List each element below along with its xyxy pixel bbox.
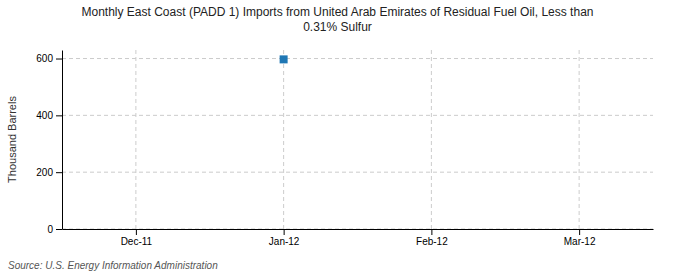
y-tick: 0	[47, 224, 62, 235]
y-axis-line	[62, 51, 63, 230]
x-axis: Dec-11 Jan-12 Feb-12 Mar-12	[63, 229, 654, 247]
chart-title-line: 0.31% Sulfur	[303, 20, 372, 34]
data-point	[280, 55, 288, 63]
x-tick: Mar-12	[564, 229, 596, 247]
y-tick-mark	[56, 172, 62, 173]
chart-title-line: Monthly East Coast (PADD 1) Imports from…	[82, 5, 594, 19]
y-tick-label: 400	[36, 110, 53, 121]
x-tick-label: Feb-12	[416, 236, 448, 247]
x-grid-line	[135, 50, 136, 229]
x-tick-label: Jan-12	[269, 236, 300, 247]
y-grid-line	[62, 172, 653, 173]
x-grid-line	[431, 50, 432, 229]
x-grid-line	[283, 50, 284, 229]
x-grid-line	[579, 50, 580, 229]
y-axis-title: Thousand Barrels	[6, 96, 18, 183]
x-tick-mark	[284, 229, 285, 235]
x-axis-line	[63, 229, 654, 230]
y-grid-line	[62, 58, 653, 59]
y-tick-label: 0	[47, 224, 53, 235]
y-tick-label: 600	[36, 53, 53, 64]
grid	[62, 50, 653, 229]
x-tick-label: Dec-11	[121, 236, 153, 247]
source-note: Source: U.S. Energy Information Administ…	[8, 260, 218, 271]
x-tick: Jan-12	[269, 229, 300, 247]
y-grid-line	[62, 115, 653, 116]
x-tick-label: Mar-12	[564, 236, 596, 247]
y-tick: 200	[36, 167, 62, 178]
x-tick: Dec-11	[121, 229, 153, 247]
y-grid-line	[62, 229, 653, 230]
y-tick-label: 200	[36, 167, 53, 178]
y-tick: 400	[36, 110, 62, 121]
chart: Dec-11 Jan-12 Feb-12 Mar-12 0 200 400 600 Thousa…	[0, 0, 675, 275]
x-tick-mark	[136, 229, 137, 235]
x-tick-mark	[579, 229, 580, 235]
x-tick-mark	[431, 229, 432, 235]
y-tick: 600	[36, 53, 62, 64]
x-tick: Feb-12	[416, 229, 448, 247]
y-tick-mark	[56, 115, 62, 116]
y-tick-mark	[56, 59, 62, 60]
y-axis: 0 200 400 600	[36, 51, 62, 235]
chart-title: Monthly East Coast (PADD 1) Imports from…	[82, 5, 594, 34]
plot-area	[280, 55, 288, 63]
y-tick-mark	[56, 229, 62, 230]
